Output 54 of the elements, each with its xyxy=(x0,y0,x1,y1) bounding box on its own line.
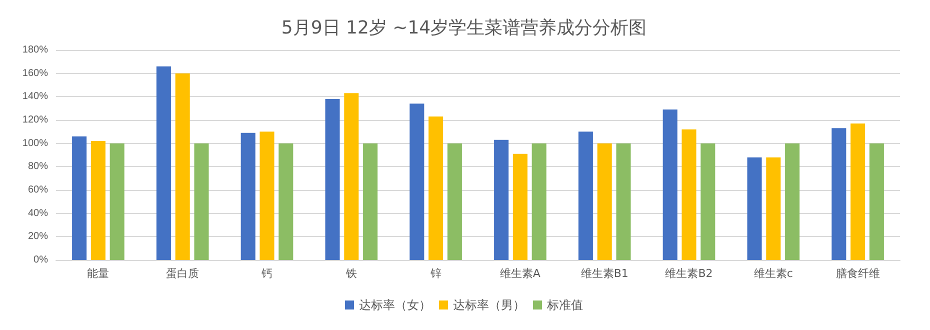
bar xyxy=(90,141,106,260)
bar xyxy=(832,128,846,260)
y-tick-label: 180% xyxy=(22,44,48,56)
bar xyxy=(260,132,274,260)
x-tick-label: 能量 xyxy=(87,267,110,280)
bar xyxy=(156,66,171,260)
y-tick-label: 40% xyxy=(28,208,48,219)
x-tick-label: 钙 xyxy=(260,267,272,280)
y-tick-label: 140% xyxy=(22,91,48,102)
x-tick-label: 维生素B1 xyxy=(580,267,628,280)
legend-label: 达标率（女） xyxy=(359,298,431,312)
x-tick-label: 铁 xyxy=(344,267,357,280)
bar xyxy=(682,129,696,260)
bar xyxy=(850,124,866,260)
bar xyxy=(428,116,444,260)
bar xyxy=(766,157,781,260)
bar xyxy=(597,143,612,260)
bar xyxy=(410,104,424,260)
legend-label: 标准值 xyxy=(546,298,583,312)
bar xyxy=(447,143,462,260)
bar xyxy=(344,93,359,260)
bar xyxy=(869,143,884,260)
y-tick-label: 160% xyxy=(22,68,48,79)
legend-label: 达标率（男） xyxy=(453,298,525,312)
bar xyxy=(325,99,340,260)
y-tick-label: 0% xyxy=(34,254,48,266)
bar xyxy=(494,140,509,260)
bar xyxy=(110,143,124,260)
bar xyxy=(363,143,378,260)
x-tick-label: 维生素c xyxy=(754,267,793,280)
chart-title: 5月9日 12岁 ~14岁学生菜谱营养成分分析图 xyxy=(281,18,647,38)
x-tick-label: 膳食纤维 xyxy=(836,267,880,280)
y-tick-label: 20% xyxy=(28,231,48,242)
bar xyxy=(616,143,631,260)
bar xyxy=(512,154,528,260)
bar xyxy=(700,143,716,260)
bar xyxy=(240,132,256,260)
bar xyxy=(194,143,209,260)
bar xyxy=(662,110,678,260)
x-tick-label: 锌 xyxy=(429,267,442,280)
y-tick-label: 100% xyxy=(22,138,48,149)
bar xyxy=(785,143,800,260)
x-tick-label: 蛋白质 xyxy=(166,267,200,280)
bar xyxy=(72,136,87,260)
bar xyxy=(532,143,546,260)
x-tick-label: 维生素A xyxy=(500,267,541,280)
bar xyxy=(278,143,294,260)
y-tick-label: 120% xyxy=(22,114,48,126)
bar xyxy=(747,157,762,260)
y-tick-label: 80% xyxy=(28,161,48,172)
bar xyxy=(578,132,593,260)
bar xyxy=(175,73,190,260)
y-tick-label: 60% xyxy=(28,184,48,196)
x-tick-label: 维生素B2 xyxy=(665,267,713,280)
